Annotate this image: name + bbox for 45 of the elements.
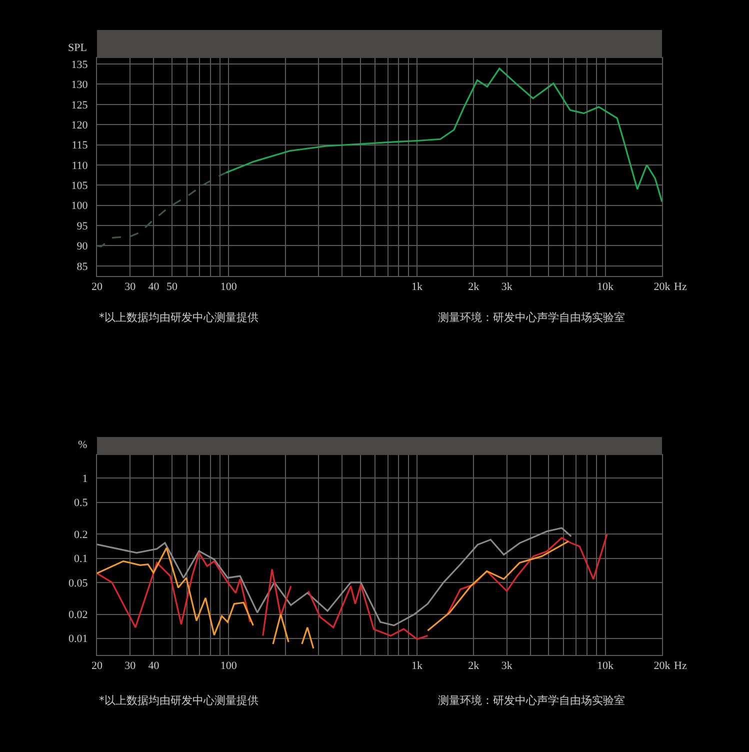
text: *以上数据均由研发中心测量提供: [99, 694, 258, 707]
y-tick-label: 0.05: [68, 577, 88, 590]
x-tick-label: 50: [166, 281, 178, 294]
x-tick-label: 40: [148, 660, 160, 672]
x-tick-label: 20k: [654, 660, 671, 672]
y-tick-label: 0.02: [68, 609, 88, 622]
x-tick-label: 2k: [468, 660, 480, 672]
x-tick-label: 30: [124, 281, 136, 294]
x-tick-label: 20k: [654, 281, 671, 294]
y-tick-label: 110: [72, 160, 88, 172]
text: 测量环境：研发中心声学自由场实验室: [438, 311, 625, 324]
y-tick-label: 115: [72, 140, 88, 152]
x-tick-label: 1k: [411, 660, 423, 672]
y-tick-label: 130: [71, 79, 88, 92]
x-tick-label: 3k: [501, 281, 513, 294]
text: 测量环境：研发中心声学自由场实验室: [438, 694, 625, 707]
y-tick-label: 0.01: [68, 633, 88, 646]
x-axis-title: Hz: [674, 281, 687, 293]
y-axis-title: SPL: [68, 42, 88, 54]
y-tick-label: 1: [82, 473, 88, 486]
y-tick-label: 120: [71, 119, 88, 132]
x-tick-label: 1k: [411, 281, 423, 294]
x-tick-label: 40: [148, 281, 160, 294]
x-tick-label: 2k: [468, 281, 480, 294]
x-tick-label: 20: [92, 281, 103, 294]
y-axis-title: %: [78, 439, 88, 451]
y-tick-label: 0.2: [74, 529, 88, 542]
y-tick-label: 135: [71, 58, 88, 71]
x-tick-label: 20: [92, 660, 103, 672]
y-tick-label: 100: [71, 200, 88, 212]
text: *以上数据均由研发中心测量提供: [99, 311, 258, 324]
y-tick-label: 95: [76, 220, 88, 232]
y-tick-label: 0.5: [74, 497, 88, 510]
x-axis-title: Hz: [674, 660, 687, 672]
x-tick-label: 3k: [501, 660, 513, 672]
y-tick-label: 85: [76, 260, 88, 273]
x-tick-label: 10k: [597, 660, 614, 672]
y-tick-label: 125: [71, 99, 88, 112]
x-tick-label: 10k: [597, 281, 614, 294]
y-tick-label: 0.1: [74, 553, 88, 566]
x-tick-label: 100: [220, 281, 238, 294]
x-tick-label: 30: [124, 660, 136, 672]
x-tick-label: 100: [220, 660, 238, 672]
y-tick-label: 105: [71, 180, 88, 192]
y-tick-label: 90: [76, 240, 88, 253]
